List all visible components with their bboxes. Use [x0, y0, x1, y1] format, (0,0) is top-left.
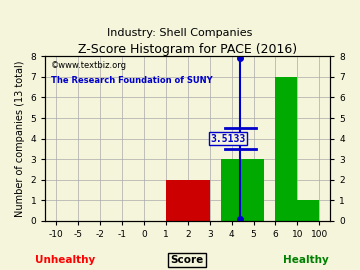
Text: Unhealthy: Unhealthy	[35, 255, 95, 265]
Bar	[275, 77, 297, 221]
Text: ©www.textbiz.org: ©www.textbiz.org	[51, 61, 127, 70]
Text: 3.5133: 3.5133	[211, 134, 246, 144]
Bar	[166, 180, 210, 221]
Title: Z-Score Histogram for PACE (2016): Z-Score Histogram for PACE (2016)	[78, 43, 297, 56]
Bar	[221, 159, 265, 221]
Y-axis label: Number of companies (13 total): Number of companies (13 total)	[15, 60, 25, 217]
Bar	[297, 200, 319, 221]
Text: Score: Score	[171, 255, 204, 265]
Text: The Research Foundation of SUNY: The Research Foundation of SUNY	[51, 76, 213, 85]
Text: Healthy: Healthy	[283, 255, 329, 265]
Text: Industry: Shell Companies: Industry: Shell Companies	[107, 28, 253, 38]
